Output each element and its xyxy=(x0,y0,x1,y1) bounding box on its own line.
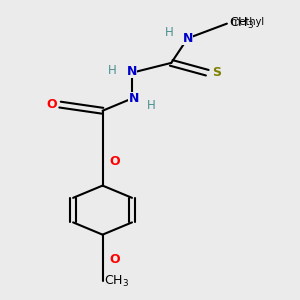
Text: methyl: methyl xyxy=(230,17,264,27)
Text: CH$_3$: CH$_3$ xyxy=(229,16,253,31)
Text: CH$_3$: CH$_3$ xyxy=(104,274,129,289)
Text: O: O xyxy=(46,98,57,111)
Text: H: H xyxy=(108,64,117,77)
Text: H: H xyxy=(165,26,174,39)
Text: O: O xyxy=(109,154,120,167)
Text: N: N xyxy=(182,32,193,45)
Text: S: S xyxy=(212,66,221,79)
Text: N: N xyxy=(127,65,137,78)
Text: O: O xyxy=(109,253,120,266)
Text: N: N xyxy=(128,92,139,105)
Text: H: H xyxy=(147,99,156,112)
